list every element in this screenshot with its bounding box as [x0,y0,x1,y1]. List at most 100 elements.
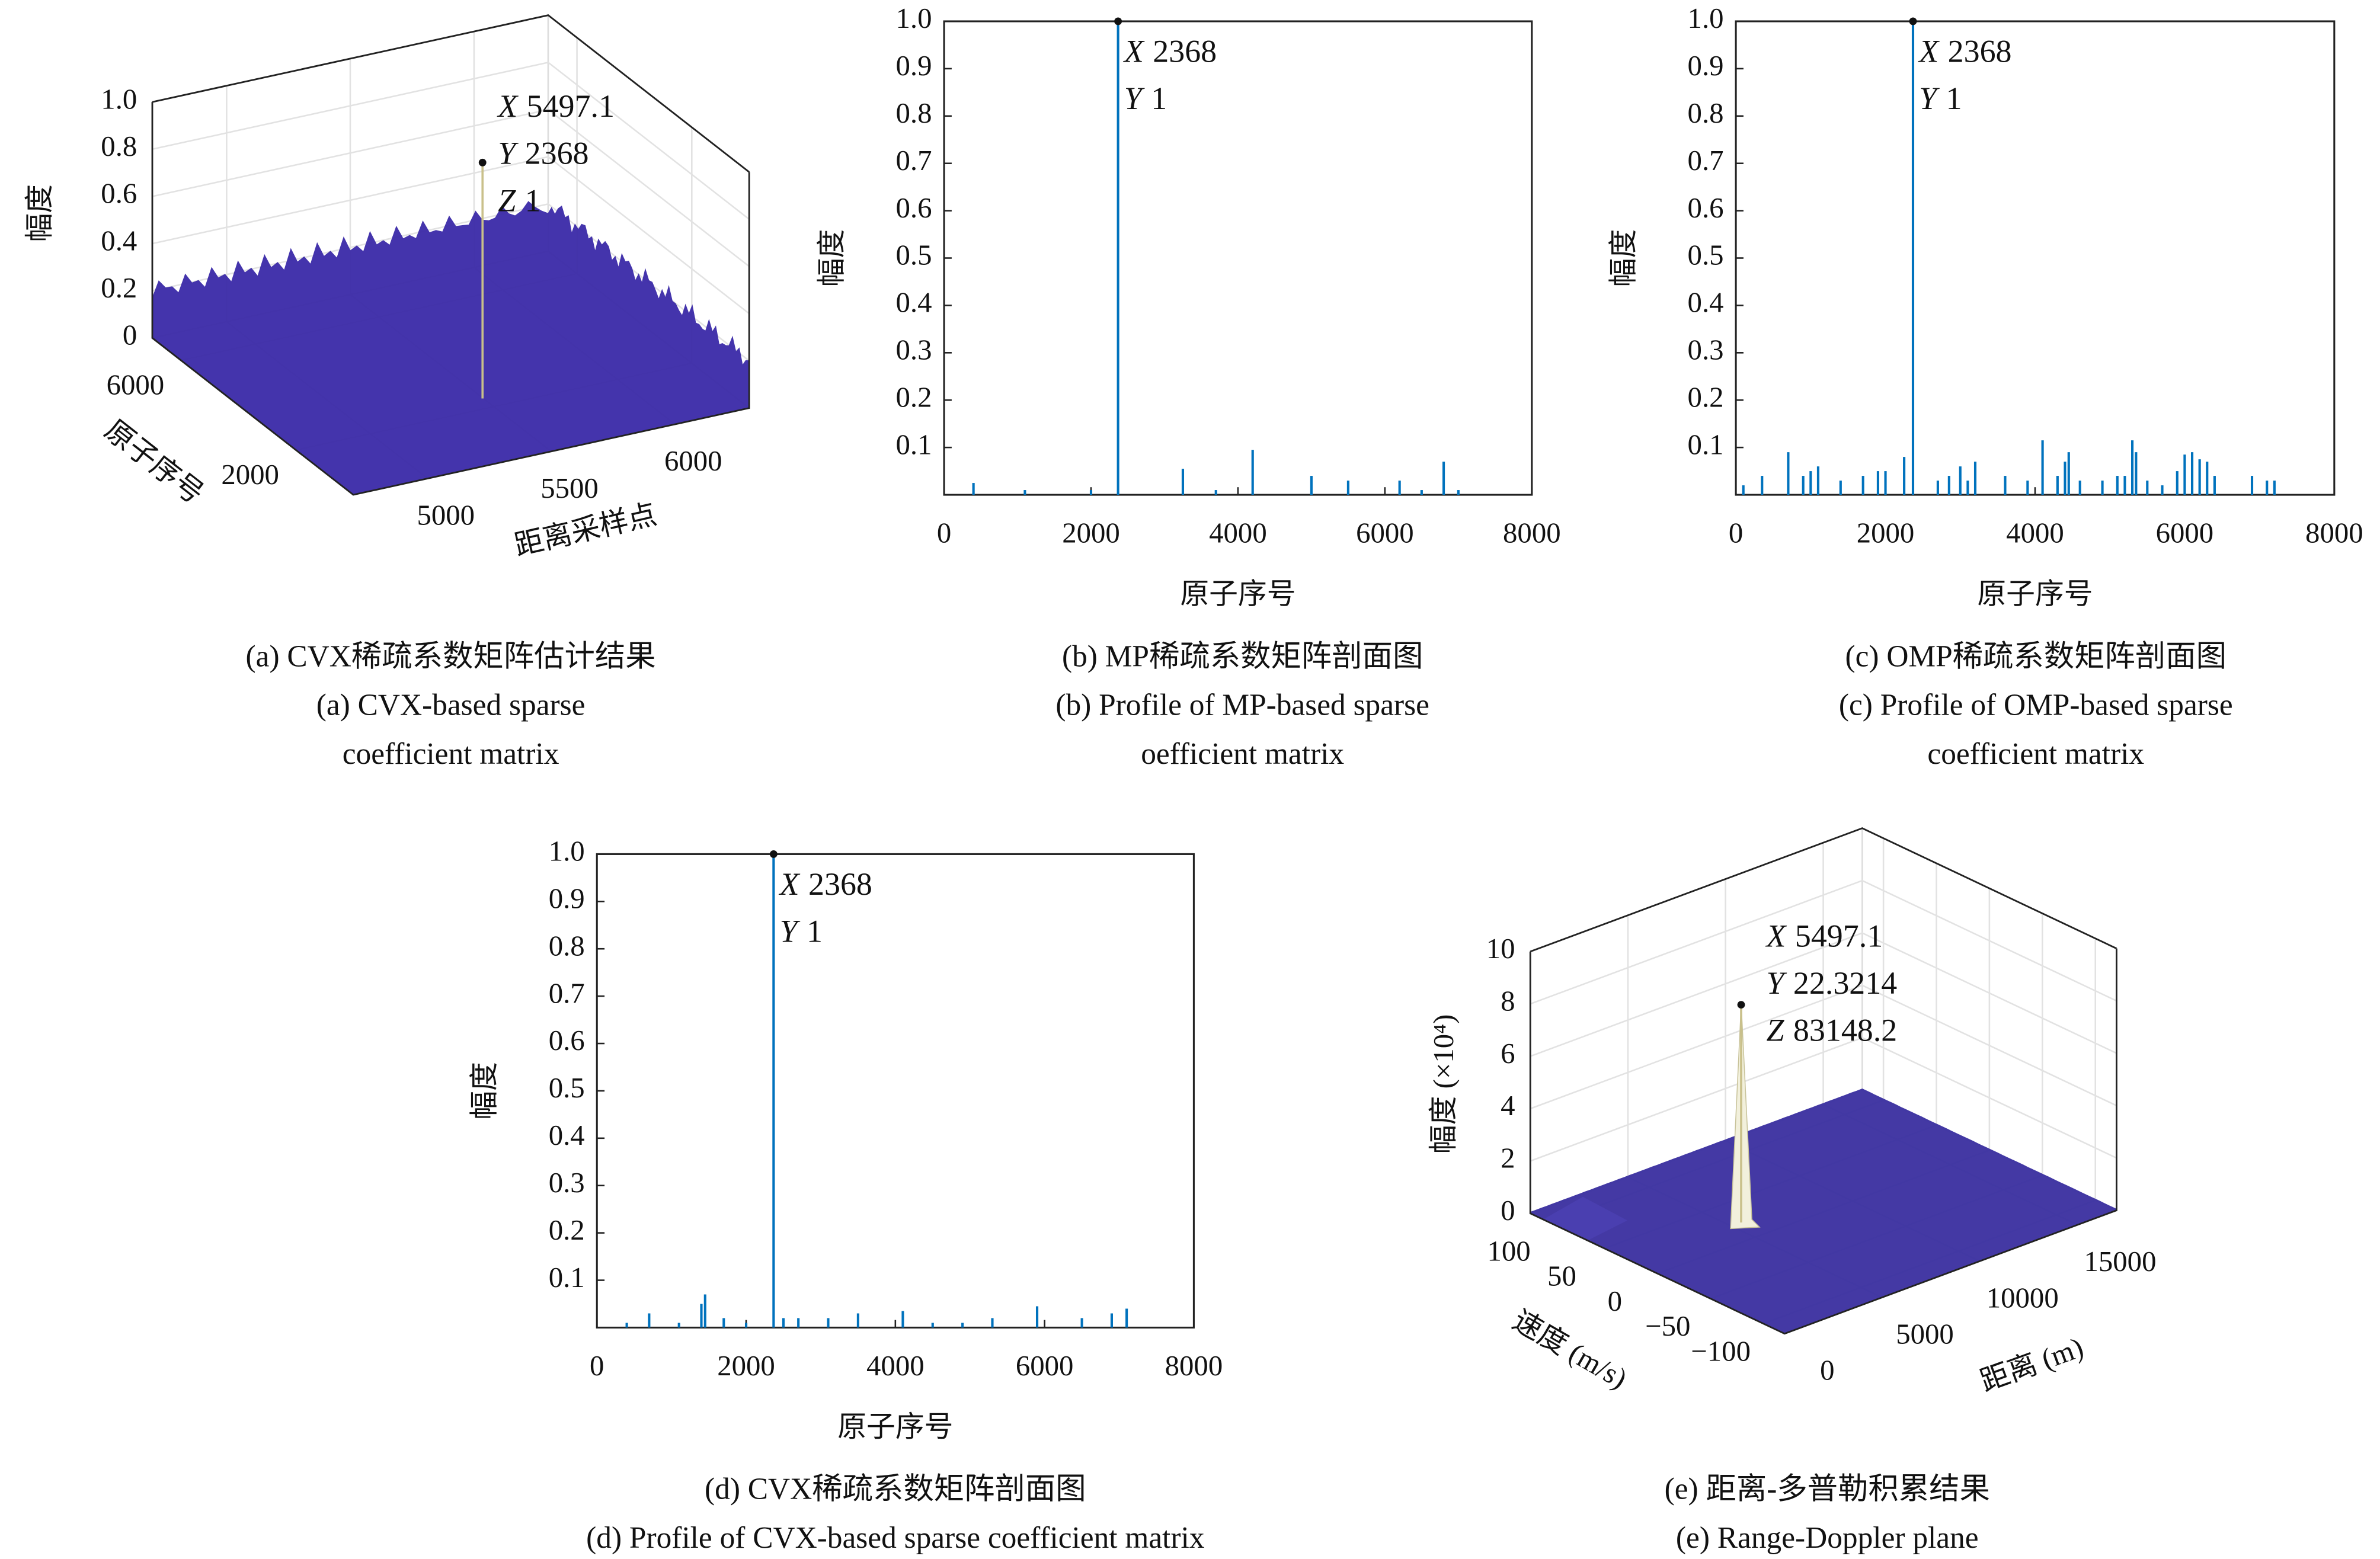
z-tick-label: 0.4 [101,225,137,257]
y-tick-label: 2000 [221,459,279,491]
grid-line [152,61,750,220]
x-tick-label: 5000 [417,500,475,532]
y-tick-label: 0.2 [895,381,932,413]
x-tick-label: 6000 [2156,517,2214,549]
datatip-text: X 2368 [1918,34,2011,69]
y-tick-label: 0.4 [1688,287,1724,319]
axis-line [151,102,750,496]
caption: (d) CVX稀疏系数矩阵剖面图 [705,1472,1086,1506]
y-tick-label: 0.9 [895,50,932,82]
y-tick-label: 0.5 [1688,239,1724,271]
datatip-label: X [1765,918,1787,954]
datatip-point [1909,17,1917,25]
y-tick-label: 0.6 [1688,192,1724,224]
x-tick-label: 6000 [664,445,722,477]
y-tick-label: 0.7 [549,977,585,1009]
subplot: 0 0.2 0.4 0.6 0.8 1.0 5000 5500 6000 2000 6000 幅度距离… [24,14,750,771]
y-tick-label: 0.8 [1688,97,1724,129]
datatip-value: 2368 [808,866,872,902]
z-axis-label: 幅度 (×10⁴) [1428,1014,1460,1154]
y-tick-label: 0.4 [895,287,932,319]
plot-frame [596,853,1195,1329]
x-tick-label: 0 [590,1350,604,1382]
y-tick-label: 0.5 [895,239,932,271]
datatip-text: X 5497.1 [1765,918,1883,954]
y-tick-label: 0.8 [895,97,932,129]
caption: oefficient matrix [1141,737,1344,771]
x-tick-label: 6000 [1356,517,1414,549]
surface [152,201,750,495]
caption: (b) MP稀疏系数矩阵剖面图 [1062,639,1423,673]
datatip-value: 83148.2 [1793,1013,1897,1048]
y-tick-label: 0.9 [549,883,585,915]
z-tick-label: 1.0 [101,83,137,115]
surface-peak [1730,1004,1761,1230]
y-tick-label: 1.0 [1688,2,1724,34]
datatip-label: X [1123,34,1145,69]
x-tick-label: 5500 [540,472,599,504]
datatip-value: 1 [1151,81,1167,117]
surface [1530,1089,2117,1334]
datatip-label: Y [1124,81,1145,117]
datatip-label: Z [498,183,516,219]
y-tick-label: 0.3 [1688,334,1724,366]
z-tick-label: 2 [1501,1142,1515,1174]
y-tick-label: 0.9 [1688,50,1724,82]
x-tick-label: 2000 [1062,517,1120,549]
y-tick-label: 0.2 [1688,381,1724,413]
datatip-value: 1 [807,914,823,949]
y-tick-label: 0.1 [895,428,932,460]
y-axis-label: 原子序号 [98,414,209,511]
plot-frame [943,20,1533,496]
z-tick-label: 0.8 [101,130,137,162]
z-tick-label: 0.6 [101,178,137,210]
z-axis-label: 幅度 [24,184,56,242]
y-tick-label: 0.2 [549,1214,585,1246]
caption: (e) Range-Doppler plane [1676,1521,1979,1555]
x-tick-label: 4000 [1209,517,1267,549]
x-tick-label: 15000 [2084,1246,2156,1278]
z-tick-label: 8 [1501,985,1515,1017]
y-tick-label: 0.1 [549,1262,585,1294]
caption: (d) Profile of CVX-based sparse coeffici… [586,1521,1205,1555]
y-axis-label: 幅度 [468,1062,500,1120]
caption: (e) 距离-多普勒积累结果 [1665,1472,1990,1506]
datatip-value: 5497.1 [527,88,615,124]
y-tick-label: 0.3 [895,334,932,366]
y-tick-label: 100 [1487,1235,1530,1267]
datatip-value: 2368 [525,136,589,171]
axis-line [1529,948,2117,1335]
datatip-point [769,850,778,858]
x-axis-label: 距离采样点 [511,498,660,562]
datatip-label: X [1918,34,1940,69]
x-tick-label: 4000 [2006,517,2064,549]
x-tick-label: 5000 [1896,1318,1954,1350]
grid-line [152,156,750,315]
caption: coefficient matrix [1927,737,2144,771]
z-tick-label: 10 [1486,933,1515,965]
subplot: 0 2000 4000 6000 8000 0.1 0.2 0.3 0.4 0.5 0.6 0.7 0.… [1607,2,2363,771]
x-tick-label: 6000 [1016,1350,1074,1382]
x-tick-label: 8000 [1165,1350,1223,1382]
x-tick-label: 0 [1820,1355,1834,1387]
plot-frame [1735,20,2336,496]
x-tick-label: 8000 [1503,517,1561,549]
datatip-value: 2368 [1153,34,1217,69]
y-tick-label: 0.1 [1688,428,1724,460]
z-tick-label: 0 [1501,1195,1515,1227]
z-tick-label: 6 [1501,1038,1515,1070]
caption: (b) Profile of MP-based sparse [1055,689,1429,722]
datatip-label: X [779,866,801,902]
z-tick-label: 0 [123,319,137,351]
datatip-label: Y [498,136,519,171]
x-axis-label: 原子序号 [1180,578,1295,610]
grid-line [1530,1036,2117,1162]
datatip-label: Y [1919,81,1940,117]
datatip-label: Y [780,914,801,949]
box-edge [152,14,750,173]
y-tick-label: 0.7 [895,145,932,177]
y-tick-label: 1.0 [895,2,932,34]
